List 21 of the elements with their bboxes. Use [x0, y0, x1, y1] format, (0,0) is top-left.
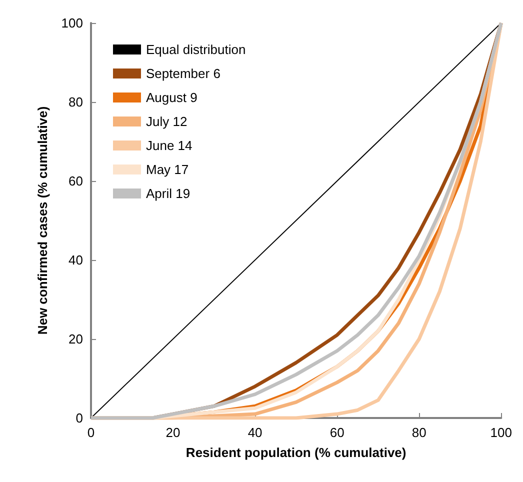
x-axis-title: Resident population (% cumulative) [186, 445, 406, 460]
legend-label: May 17 [146, 162, 189, 177]
legend-label: June 14 [146, 138, 192, 153]
legend-label: April 19 [146, 186, 190, 201]
y-tick-label: 40 [68, 252, 83, 268]
x-tick-label: 60 [330, 425, 344, 440]
y-tick-label: 60 [68, 174, 83, 188]
legend-label: Equal distribution [146, 42, 246, 57]
x-tick-label: 0 [87, 425, 95, 440]
x-tick-label: 100 [490, 425, 512, 440]
x-tick-label: 40 [248, 425, 262, 440]
y-tick-label: 0 [76, 410, 83, 426]
legend-label: August 9 [146, 90, 198, 105]
y-tick-label: 80 [68, 94, 83, 110]
x-tick-label: 20 [166, 425, 180, 440]
y-tick-label: 20 [68, 332, 83, 346]
legend-label: July 12 [146, 114, 188, 129]
legend-label: September 6 [146, 66, 220, 81]
y-axis-title: New confirmed cases (% cumulative) [35, 106, 50, 335]
x-tick-label: 80 [412, 425, 426, 440]
y-tick-label: 100 [61, 16, 83, 30]
